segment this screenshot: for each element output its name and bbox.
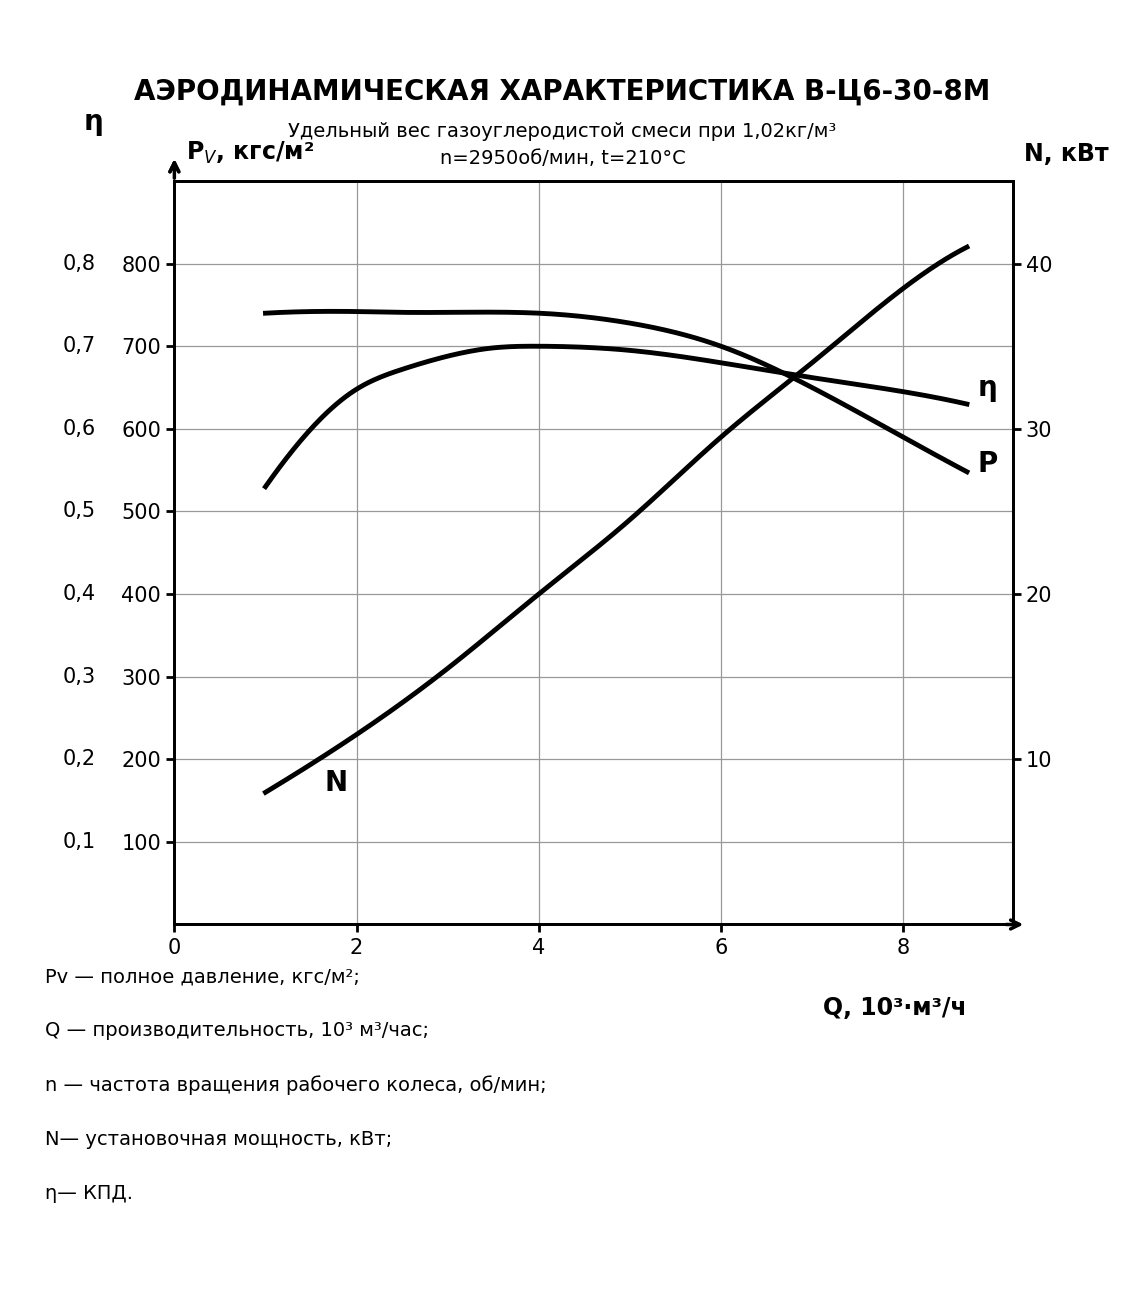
Text: 0,7: 0,7 [63,336,96,357]
Text: n — частота вращения рабочего колеса, об/мин;: n — частота вращения рабочего колеса, об… [45,1076,547,1095]
Text: Q — производительность, 10³ м³/час;: Q — производительность, 10³ м³/час; [45,1021,429,1041]
Text: Pv — полное давление, кгс/м²;: Pv — полное давление, кгс/м²; [45,967,360,987]
Text: P$_V$, кгс/м²: P$_V$, кгс/м² [186,140,314,166]
Text: η: η [978,374,998,402]
Text: 0,6: 0,6 [62,419,96,438]
Text: 0,3: 0,3 [63,667,96,687]
Text: Q, 10³·м³/ч: Q, 10³·м³/ч [824,996,968,1020]
Text: Удельный вес газоуглеродистой смеси при 1,02кг/м³: Удельный вес газоуглеродистой смеси при … [288,122,837,141]
Text: 0,5: 0,5 [63,502,96,521]
Text: η: η [83,107,104,136]
Text: η— КПД.: η— КПД. [45,1184,133,1204]
Text: АЭРОДИНАМИЧЕСКАЯ ХАРАКТЕРИСТИКА В-Ц6-30-8М: АЭРОДИНАМИЧЕСКАЯ ХАРАКТЕРИСТИКА В-Ц6-30-… [134,78,991,106]
Text: 0,8: 0,8 [63,253,96,274]
Text: N, кВт: N, кВт [1024,141,1108,166]
Text: 0,2: 0,2 [63,749,96,769]
Text: 0,4: 0,4 [63,584,96,604]
Text: P: P [978,450,998,478]
Text: N: N [325,768,348,796]
Text: N— установочная мощность, кВт;: N— установочная мощность, кВт; [45,1130,393,1149]
Text: 0,1: 0,1 [63,831,96,852]
Text: n=2950об/мин, t=210°C: n=2950об/мин, t=210°C [440,149,685,168]
